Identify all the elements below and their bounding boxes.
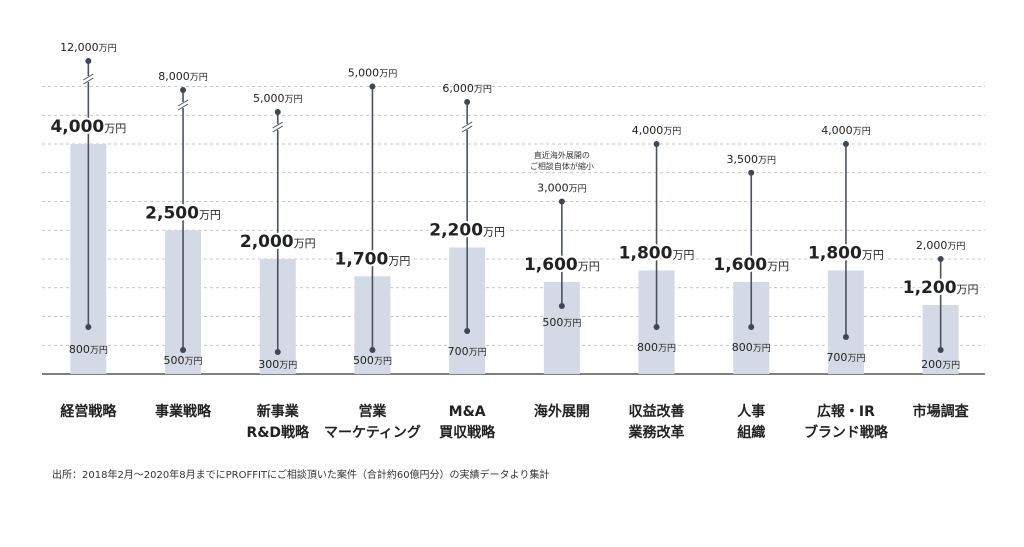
category-label: 収益改善	[629, 403, 685, 420]
range-max-dot	[558, 198, 565, 205]
range-max-dot	[274, 109, 281, 115]
source-note: 出所：2018年2月〜2020年8月までにPROFFITにご相談頂いた案件（合計…	[52, 468, 549, 481]
axis-break-mark	[83, 77, 94, 85]
range-max-dot	[748, 169, 755, 176]
category-label: 営業	[358, 403, 387, 420]
category-label: マーケティング	[324, 424, 421, 441]
range-min-label: 500万円	[542, 316, 581, 329]
range-min-dot	[653, 324, 660, 330]
range-min-label: 500万円	[353, 354, 392, 367]
category-label: 海外展開	[534, 403, 590, 420]
category-label: 新事業	[257, 403, 300, 420]
range-min-dot	[558, 303, 565, 309]
label-layer: 12,000万円 800万円 4,000万円 4,000万円 8,000万円 500万円 2…	[48, 41, 980, 371]
value-label: 1,600万円	[524, 255, 600, 275]
value-label-halo: 2,000万円	[240, 232, 316, 252]
category-label: 人事	[737, 403, 765, 420]
range-min-label: 500万円	[164, 354, 203, 367]
axis-break-mark	[177, 103, 189, 111]
range-max-dot	[180, 87, 187, 93]
category-label: 買収戦略	[439, 424, 496, 441]
range-min-dot	[937, 347, 944, 353]
axis-break-mark	[272, 125, 284, 133]
value-label-halo: 1,800万円	[808, 244, 884, 264]
range-max-label: 5,000万円	[348, 67, 398, 80]
range-min-dot	[180, 347, 187, 353]
category-label: 市場調査	[913, 403, 970, 420]
axis-break-mask	[272, 124, 283, 130]
range-max-dot	[842, 141, 849, 147]
axis-break-mask	[83, 76, 94, 82]
category-label: 事業戦略	[155, 403, 212, 420]
range-min-dot	[85, 324, 92, 330]
value-label: 1,800万円	[808, 244, 884, 264]
value-label-halo: 4,000万円	[50, 117, 126, 137]
range-layer	[83, 58, 944, 355]
value-label: 2,500万円	[145, 203, 221, 223]
range-min-label: 200万円	[921, 358, 960, 371]
category-label: 広報・IR	[817, 403, 875, 420]
range-min-label: 700万円	[448, 345, 487, 358]
range-min-dot	[464, 328, 471, 334]
axis-break-mark	[461, 125, 473, 133]
range-max-label: 3,500万円	[726, 153, 776, 166]
value-label: 1,700万円	[335, 249, 411, 269]
axis-break-mask	[462, 124, 473, 130]
value-label-halo: 1,600万円	[713, 255, 789, 275]
range-min-label: 700万円	[826, 351, 865, 364]
value-label: 1,600万円	[713, 255, 789, 275]
category-label: 経営戦略	[60, 403, 117, 420]
range-max-dot	[937, 256, 944, 262]
value-label: 4,000万円	[50, 117, 126, 137]
category-label: ブランド戦略	[804, 424, 889, 441]
range-max-dot	[653, 141, 660, 147]
category-label: M&A	[449, 404, 486, 420]
axis-break-mark	[83, 73, 94, 81]
axis-break-mask	[178, 102, 189, 108]
range-min-label: 800万円	[637, 341, 676, 354]
range-max-label: 5,000万円	[253, 92, 303, 105]
range-min-dot	[748, 324, 755, 330]
category-label: 業務改革	[628, 424, 685, 441]
range-min-label: 800万円	[732, 341, 771, 354]
axis-break-mark	[461, 121, 473, 129]
value-label-halo: 1,700万円	[335, 249, 411, 269]
annotation: 直近海外展開の	[534, 150, 590, 160]
range-min-dot	[842, 334, 849, 340]
annotation: ご相談自体が縮小	[530, 161, 594, 171]
range-min-dot	[369, 347, 376, 353]
value-label-halo: 1,800万円	[619, 244, 695, 264]
value-label: 1,800万円	[619, 244, 695, 264]
value-label-halo: 2,500万円	[145, 203, 221, 223]
category-label: 組織	[737, 424, 765, 441]
axis-break-mark	[272, 121, 284, 129]
range-max-label: 2,000万円	[916, 239, 966, 252]
range-max-label: 6,000万円	[442, 82, 492, 95]
range-max-dot	[369, 83, 376, 90]
value-label: 2,200万円	[429, 221, 505, 241]
range-min-label: 800万円	[69, 343, 108, 356]
range-max-label: 4,000万円	[632, 124, 682, 137]
range-max-label: 8,000万円	[158, 70, 208, 83]
range-max-label: 3,000万円	[537, 182, 587, 195]
category-label: R&D戦略	[246, 424, 310, 441]
range-max-label: 12,000万円	[60, 41, 117, 54]
value-label-halo: 1,200万円	[903, 278, 979, 298]
value-label: 2,000万円	[240, 232, 316, 252]
value-label-halo: 2,200万円	[429, 221, 505, 241]
range-min-label: 300万円	[258, 358, 297, 371]
value-label: 1,200万円	[903, 278, 979, 298]
range-max-label: 4,000万円	[821, 124, 871, 137]
range-max-dot	[85, 58, 92, 64]
range-min-dot	[274, 349, 281, 355]
range-max-dot	[464, 99, 471, 105]
value-label-halo: 1,600万円	[524, 255, 600, 275]
axis-break-mark	[177, 99, 189, 107]
